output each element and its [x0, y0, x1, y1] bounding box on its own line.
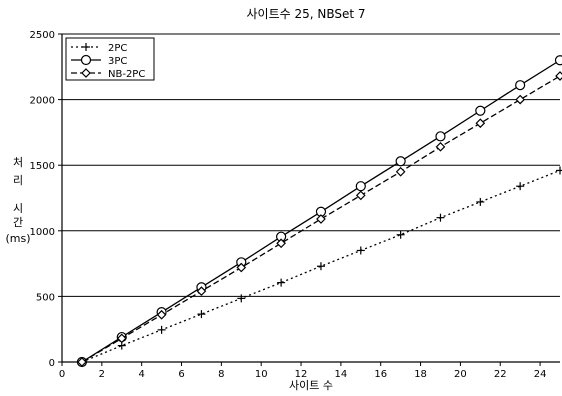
x-tick-label: 4 [138, 369, 144, 380]
y-tick-label: 1500 [30, 161, 55, 172]
legend: 2PC 3PC NB-2PC [65, 37, 155, 81]
y-tick-label: 2500 [30, 30, 55, 41]
x-tick-label: 2 [99, 369, 105, 380]
marker-diamond [435, 141, 446, 152]
y-axis-label-part: 시 [13, 202, 23, 215]
y-axis-label-part: (ms) [5, 232, 30, 245]
y-tick-label: 1000 [30, 227, 55, 238]
x-tick-label: 18 [414, 369, 427, 380]
marker-diamond [395, 166, 406, 177]
marker-diamond [116, 333, 127, 344]
x-tick-label: 6 [178, 369, 184, 380]
y-axis-label-part: 처 [13, 156, 23, 169]
series-3pc [76, 55, 562, 368]
marker-circle [554, 55, 562, 66]
marker-diamond [555, 71, 562, 81]
marker-diamond [156, 309, 167, 320]
marker-circle [475, 105, 486, 116]
marker-circle [80, 54, 92, 66]
marker-diamond [236, 262, 247, 273]
legend-label: NB-2PC [108, 69, 145, 80]
x-tick-label: 8 [218, 369, 224, 380]
x-tick-label: 10 [255, 369, 268, 380]
marker-diamond [316, 214, 326, 224]
marker-circle [355, 181, 366, 192]
series-2pc [77, 166, 562, 366]
legend-label: 3PC [108, 56, 127, 67]
marker-diamond [515, 94, 526, 105]
y-tick-label: 0 [49, 358, 55, 369]
y-tick-label: 500 [36, 292, 55, 303]
marker-diamond [475, 118, 486, 129]
marker-diamond [196, 286, 207, 297]
grid-lines [62, 33, 560, 297]
x-tick-label: 16 [374, 369, 387, 380]
legend-label: 2PC [108, 43, 127, 54]
marker-circle [515, 80, 526, 91]
marker-diamond [77, 357, 87, 367]
x-tick-label: 22 [494, 369, 507, 380]
y-axis-label-part: 리 [13, 174, 23, 187]
marker-circle [435, 131, 446, 142]
x-axis-label: 사이트 수 [289, 379, 333, 392]
marker-diamond [276, 238, 286, 249]
chart-title: 사이트수 25, NBSet 7 [246, 7, 365, 21]
y-tick-label: 2000 [30, 96, 55, 107]
marker-diamond [355, 190, 366, 201]
x-tick-label: 14 [335, 369, 348, 380]
x-tick-label: 0 [59, 369, 65, 380]
x-tick-label: 20 [454, 369, 467, 380]
x-tick-label: 24 [534, 369, 547, 380]
y-axis-label-part: 간 [13, 216, 23, 229]
marker-circle [395, 156, 406, 167]
marker-diamond [81, 68, 91, 78]
series-nb-2pc [77, 71, 562, 367]
series-layer [76, 55, 562, 368]
x-tick-label: 12 [295, 369, 308, 380]
